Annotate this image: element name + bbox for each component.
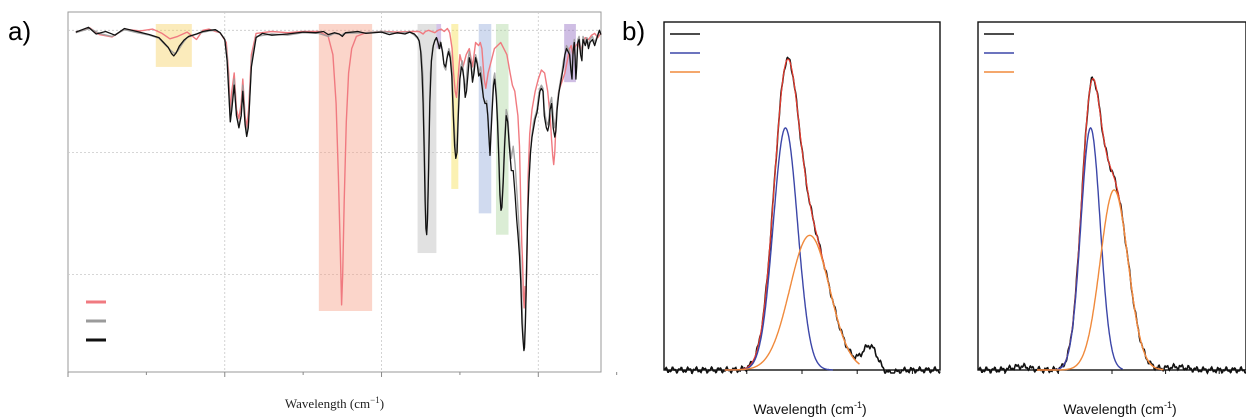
absorbance-chart-before-uv: Wavelength (cm-1) [663,21,941,417]
series-line-disordered-h-bonded-carbonyl [1047,127,1123,371]
band-c-n [478,24,492,214]
transmittance-chart: Wavelength (cm−1) [67,11,618,411]
series-line-ordered-h-bonded-carbonyl [1037,189,1164,371]
x-axis-title: Wavelength (cm-1) [1063,400,1176,417]
x-axis-title-a: Wavelength (cm−1) [285,395,384,411]
panel-label-a: a) [8,16,31,46]
panel-label-b: b) [622,16,645,46]
series-line-completed-reaction [75,26,602,352]
band-c-c [436,24,442,49]
x-axis-title: Wavelength (cm-1) [753,400,866,417]
band-n-h [451,24,459,189]
plot-area-1 [663,21,941,371]
plot-area-2 [977,21,1246,371]
series-line-ordered-h-bonded-carbonyl [724,234,860,371]
series-line-reaction-at-t-0 [75,27,602,309]
absorbance-chart-after-uv: Wavelength (cm-1) [977,21,1246,417]
band-n-h [155,24,192,67]
